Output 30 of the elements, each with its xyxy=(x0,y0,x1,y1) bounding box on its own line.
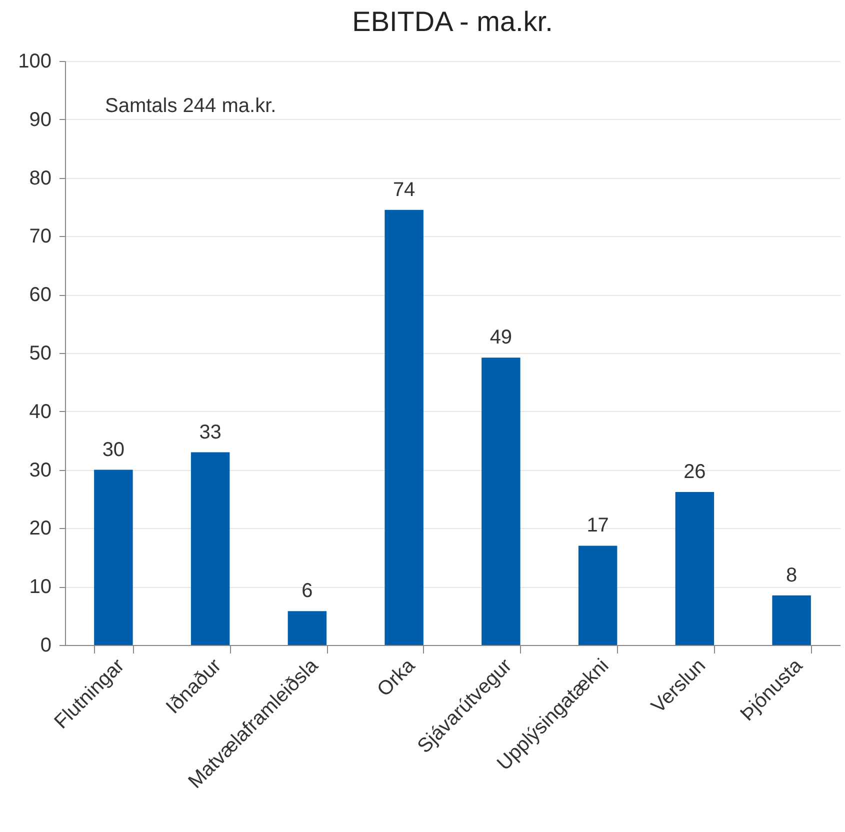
data-label: 17 xyxy=(586,514,609,537)
bar xyxy=(578,546,618,645)
annotation: Samtals 244 ma.kr. xyxy=(105,95,276,117)
data-label: 33 xyxy=(199,421,222,444)
y-tick-label: 100 xyxy=(18,50,52,72)
data-label: 49 xyxy=(490,326,512,349)
y-tick-label: 80 xyxy=(29,167,52,190)
data-label: 8 xyxy=(786,564,798,586)
bar xyxy=(675,492,714,645)
y-tick-label: 70 xyxy=(29,226,52,248)
bar xyxy=(94,470,133,645)
bar xyxy=(384,210,424,645)
y-tick-label: 20 xyxy=(29,518,52,540)
y-tick-label: 30 xyxy=(29,459,52,482)
y-tick-label: 60 xyxy=(29,284,52,306)
data-label: 74 xyxy=(392,178,416,201)
bar xyxy=(482,358,520,645)
bar xyxy=(288,611,327,645)
data-label: 30 xyxy=(102,438,125,461)
y-tick-label: 10 xyxy=(29,576,52,598)
y-tick-label: 40 xyxy=(29,400,52,423)
y-tick-label: 0 xyxy=(40,634,52,656)
data-label: 6 xyxy=(302,580,313,602)
x-tick-label: Orka xyxy=(373,654,420,701)
bar xyxy=(772,595,811,645)
bar xyxy=(190,452,230,645)
chart-title: EBITDA - ma.kr. xyxy=(352,6,553,37)
data-label: 26 xyxy=(684,460,706,483)
y-tick-label: 50 xyxy=(29,342,52,364)
y-tick-label: 90 xyxy=(29,108,52,131)
